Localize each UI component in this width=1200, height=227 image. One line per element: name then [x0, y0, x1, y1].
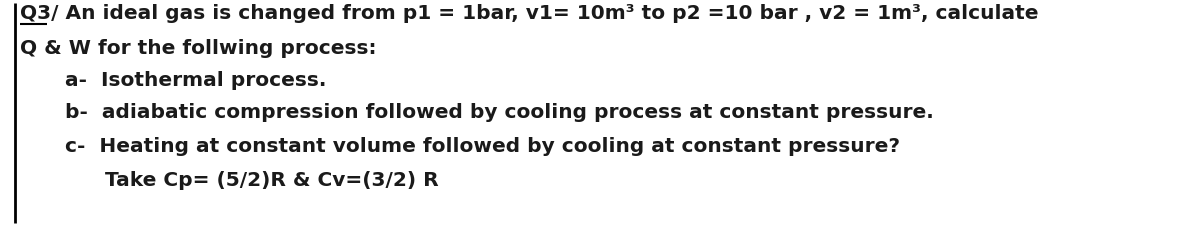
Text: b-  adiabatic compression followed by cooling process at constant pressure.: b- adiabatic compression followed by coo… [65, 103, 934, 121]
Text: Q & W for the follwing process:: Q & W for the follwing process: [20, 39, 377, 58]
Text: a-  Isothermal process.: a- Isothermal process. [65, 71, 326, 90]
Text: Q3/ An ideal gas is changed from p1 = 1bar, v1= 10m³ to p2 =10 bar , v2 = 1m³, c: Q3/ An ideal gas is changed from p1 = 1b… [20, 4, 1038, 23]
Text: Take Cp= (5/2)R & Cv=(3/2) R: Take Cp= (5/2)R & Cv=(3/2) R [106, 170, 439, 189]
Text: c-  Heating at constant volume followed by cooling at constant pressure?: c- Heating at constant volume followed b… [65, 136, 900, 155]
